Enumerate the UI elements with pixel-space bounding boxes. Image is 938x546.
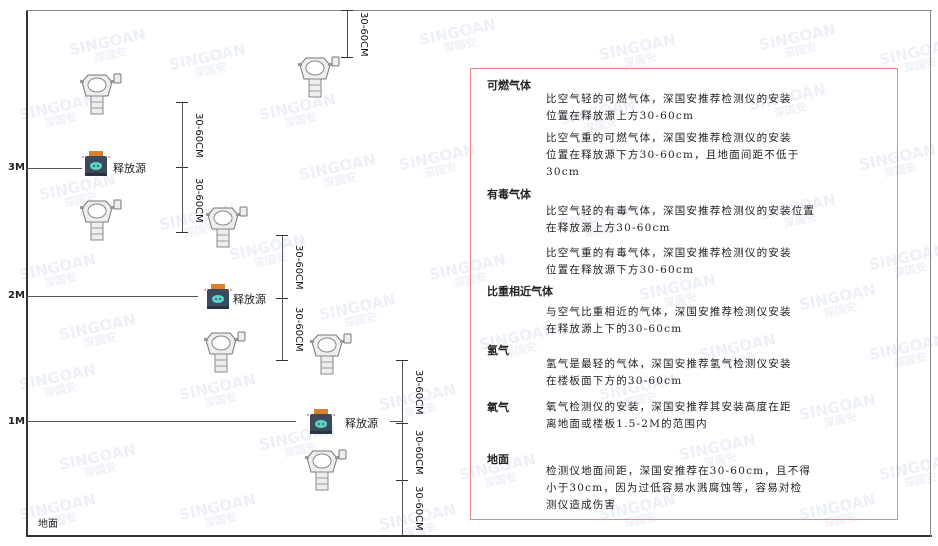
height-2m-label: 2M: [8, 290, 25, 301]
watermark: SINGOAN 深国安: [18, 360, 100, 406]
section-title-hydrogen: 氢气: [487, 344, 509, 357]
watermark: SINGOAN 深国安: [298, 150, 380, 196]
dimension-line: [182, 167, 183, 232]
line: 与空气比重相近的气体，深国安推荐检测仪安装: [546, 306, 792, 318]
dimension-label: 30-60CM: [358, 11, 369, 57]
dimension-tick: [341, 10, 353, 11]
para: 氧气检测仪的安装，深国安推荐其安装高度在距 离地面或楼板1.5-2M的范围内: [546, 399, 792, 433]
dimension-line: [402, 423, 403, 480]
watermark: SINGOAN 深国安: [58, 310, 140, 356]
gas-detector-icon: [303, 448, 347, 494]
watermark: SINGOAN 深国安: [318, 290, 400, 336]
gas-detector-icon: [296, 55, 340, 101]
watermark: SINGOAN 深国安: [18, 250, 100, 296]
ceiling-line: [26, 10, 932, 11]
line: 离地面或楼板1.5-2M的范围内: [546, 418, 708, 430]
para: 比空气重的可燃气体，深国安推荐检测仪的安装 位置在释放源下方30-60cm，且地面…: [546, 130, 799, 181]
para: 比空气轻的可燃气体，深国安推荐检测仪的安装 位置在释放源上方30-60cm: [546, 91, 792, 125]
para: 氢气是最轻的气体，深国安推荐氢气检测仪安装 在楼板面下方的30-60cm: [546, 356, 792, 390]
para: 比空气轻的有毒气体，深国安推荐检测仪的安装位置 在释放源上方30-60cm: [546, 203, 815, 237]
dimension-line: [347, 10, 348, 57]
dimension-tick: [176, 102, 188, 103]
line: 测仪造成伤害: [546, 499, 617, 511]
dimension-label: 30-60CM: [413, 485, 424, 531]
release-source-icon: [204, 284, 232, 310]
dimension-line: [282, 298, 283, 360]
release-source-label: 释放源: [233, 293, 266, 306]
dimension-label: 30-60CM: [413, 369, 424, 415]
dimension-tick: [396, 360, 408, 361]
ground-line: [26, 535, 932, 537]
line: 位置在释放源下方30-60cm，且地面间距不低于: [546, 149, 800, 161]
watermark: SINGOAN 深国安: [398, 140, 480, 186]
watermark: SINGOAN 深国安: [168, 40, 250, 86]
line: 在释放源上下的30-60cm: [546, 323, 683, 335]
dimension-label: 30-60CM: [413, 429, 424, 475]
watermark: SINGOAN 深国安: [418, 15, 500, 61]
watermark: SINGOAN 深国安: [178, 370, 260, 416]
dimension-tick: [341, 57, 353, 58]
gas-detector-icon: [78, 198, 122, 244]
dimension-line: [182, 102, 183, 167]
gas-detector-icon: [204, 205, 248, 251]
line: 30cm: [546, 166, 580, 178]
ground-label: 地面: [38, 519, 58, 530]
line: 在释放源上方30-60cm: [546, 222, 671, 234]
para: 检测仪地面间距，深国安推荐在30-60cm，且不得 小于30cm，因为过低容易水溅…: [546, 463, 811, 514]
release-source-label: 释放源: [345, 417, 378, 430]
dimension-tick: [396, 535, 408, 536]
line: 比空气重的有毒气体，深国安推荐检测仪的安装: [546, 247, 792, 259]
line: 氢气是最轻的气体，深国安推荐氢气检测仪安装: [546, 358, 792, 370]
dimension-tick: [276, 360, 288, 361]
watermark: SINGOAN 深国安: [758, 20, 840, 66]
watermark: SINGOAN 深国安: [58, 440, 140, 486]
section-title-oxygen: 氧气: [487, 401, 509, 414]
line: 比空气轻的有毒气体，深国安推荐检测仪的安装位置: [546, 205, 816, 217]
para: 与空气比重相近的气体，深国安推荐检测仪安装 在释放源上下的30-60cm: [546, 304, 792, 338]
info-panel: 可燃气体 比空气轻的可燃气体，深国安推荐检测仪的安装 位置在释放源上方30-60c…: [470, 68, 898, 520]
section-title-ground: 地面: [487, 453, 509, 466]
dimension-label: 30-60CM: [293, 244, 304, 290]
para: 比空气重的有毒气体，深国安推荐检测仪的安装 位置在释放源下方30-60cm: [546, 245, 792, 279]
dimension-label: 30-60CM: [193, 112, 204, 158]
gas-detector-icon: [202, 330, 246, 376]
section-title-combustible: 可燃气体: [487, 79, 531, 92]
section-title-similar: 比重相近气体: [487, 285, 553, 298]
line: 比空气轻的可燃气体，深国安推荐检测仪的安装: [546, 93, 792, 105]
release-source-icon: [307, 409, 335, 435]
wall-line: [26, 10, 28, 537]
dimension-label: 30-60CM: [193, 177, 204, 223]
line: 氧气检测仪的安装，深国安推荐其安装高度在距: [546, 401, 792, 413]
height-2m-line: [26, 296, 198, 297]
release-source-icon: [82, 151, 110, 177]
height-1m-line: [26, 421, 296, 422]
dimension-label: 30-60CM: [293, 307, 304, 352]
line: 比空气重的可燃气体，深国安推荐检测仪的安装: [546, 132, 792, 144]
line: 位置在释放源下方30-60cm: [546, 264, 695, 276]
watermark: SINGOAN 深国安: [18, 490, 100, 536]
line: 检测仪地面间距，深国安推荐在30-60cm，且不得: [546, 465, 812, 477]
watermark: SINGOAN 深国安: [178, 490, 260, 536]
source-leader-line: [390, 421, 402, 422]
section-title-toxic: 有毒气体: [487, 188, 531, 201]
gas-detector-icon: [78, 72, 122, 118]
height-3m-line: [26, 168, 82, 169]
dimension-tick: [276, 235, 288, 236]
release-source-label: 释放源: [113, 162, 146, 175]
height-3m-label: 3M: [8, 162, 25, 173]
dimension-line: [282, 235, 283, 298]
right-wall-line: [930, 10, 931, 537]
line: 小于30cm，因为过低容易水溅腐蚀等，容易对检: [546, 482, 803, 494]
watermark: SINGOAN 深国安: [68, 25, 150, 71]
dimension-tick: [176, 232, 188, 233]
gas-detector-icon: [308, 332, 352, 378]
dimension-line: [402, 360, 403, 423]
line: 在楼板面下方的30-60cm: [546, 375, 683, 387]
height-1m-label: 1M: [8, 416, 25, 427]
dimension-line: [402, 480, 403, 535]
line: 位置在释放源上方30-60cm: [546, 110, 695, 122]
